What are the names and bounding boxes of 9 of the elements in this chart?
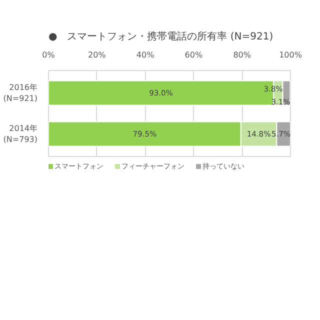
y-tick-label: 2014年 (N=793) (3, 124, 38, 144)
y-tick-label: 2016年 (N=921) (3, 83, 38, 103)
chart-title: ● スマートフォン・携帯電話の所有率 (N=921) (48, 30, 274, 42)
x-tick-label: 0% (42, 50, 56, 60)
x-tick-label: 80% (233, 50, 252, 60)
x-tick-label: 60% (184, 50, 203, 60)
x-tick-label: 20% (88, 50, 106, 60)
x-tick-label: 40% (136, 50, 155, 60)
x-tick-label: 100% (279, 50, 302, 60)
